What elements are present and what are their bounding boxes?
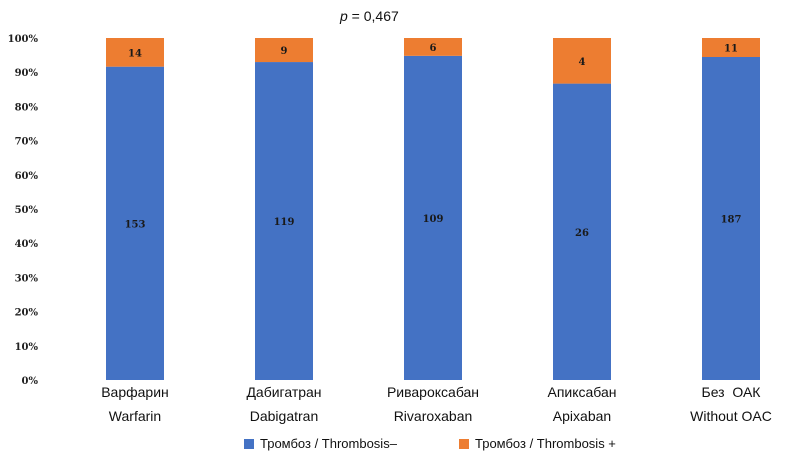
bar-segment	[702, 57, 760, 380]
bar-segment	[106, 66, 164, 381]
y-axis: 0% 10% 20% 30% 40% 50% 60% 70% 80% 90% 100%	[8, 34, 39, 387]
legend-label: Тромбоз / Thrombosis–	[260, 436, 398, 451]
bar-segment	[404, 38, 462, 56]
category-label-ru: Ривароксабан	[387, 384, 479, 400]
data-label: 11	[724, 44, 738, 55]
bar-segment	[255, 38, 313, 63]
y-tick-label: 0%	[22, 376, 39, 387]
category-label-ru: Варфарин	[101, 384, 169, 400]
category-label-en: Rivaroxaban	[394, 408, 473, 424]
y-tick-label: 60%	[15, 171, 39, 182]
y-tick-label: 10%	[15, 342, 39, 353]
y-tick-label: 50%	[15, 205, 39, 216]
y-tick-label: 90%	[15, 68, 39, 79]
data-label: 153	[125, 219, 146, 230]
bar-segment	[106, 38, 164, 67]
legend-swatch	[459, 439, 469, 449]
p-value-annotation: p = 0,467	[339, 8, 399, 24]
y-tick-label: 40%	[15, 239, 39, 250]
legend: Тромбоз / Thrombosis– Тромбоз / Thrombosi…	[244, 436, 616, 451]
y-tick-label: 30%	[15, 273, 39, 284]
category-label-en: Without OAC	[690, 408, 772, 424]
category-label-ru: Дабигатран	[246, 384, 321, 400]
bar-segment	[553, 83, 611, 380]
data-label: 26	[575, 228, 589, 239]
category-label-en: Warfarin	[109, 408, 161, 424]
data-label: 6	[430, 43, 437, 54]
y-tick-label: 20%	[15, 308, 39, 319]
y-tick-label: 100%	[8, 34, 39, 45]
data-label: 119	[274, 217, 295, 228]
data-label: 9	[281, 46, 288, 57]
x-axis-labels: Варфарин Warfarin Дабигатран Dabigatran Рива…	[101, 384, 772, 424]
p-value: = 0,467	[348, 8, 399, 24]
p-symbol: p	[339, 8, 348, 24]
category-label-ru: Апиксабан	[547, 384, 616, 400]
bar-segment	[255, 62, 313, 380]
data-label: 4	[579, 57, 586, 68]
data-label: 109	[423, 214, 444, 225]
legend-label: Тромбоз / Thrombosis +	[475, 436, 616, 451]
y-tick-label: 70%	[15, 137, 39, 148]
data-label: 14	[128, 48, 142, 59]
y-tick-label: 80%	[15, 102, 39, 113]
bars: 153 14 119 9 109 6 26 4 187 11	[106, 38, 760, 381]
category-label-en: Dabigatran	[250, 408, 319, 424]
data-label: 187	[721, 215, 742, 226]
category-label-ru: Без ОАК	[702, 384, 762, 400]
legend-swatch	[244, 439, 254, 449]
bar-segment	[702, 38, 760, 57]
category-label-en: Apixaban	[553, 408, 611, 424]
bar-segment	[404, 55, 462, 381]
bar-segment	[553, 38, 611, 84]
